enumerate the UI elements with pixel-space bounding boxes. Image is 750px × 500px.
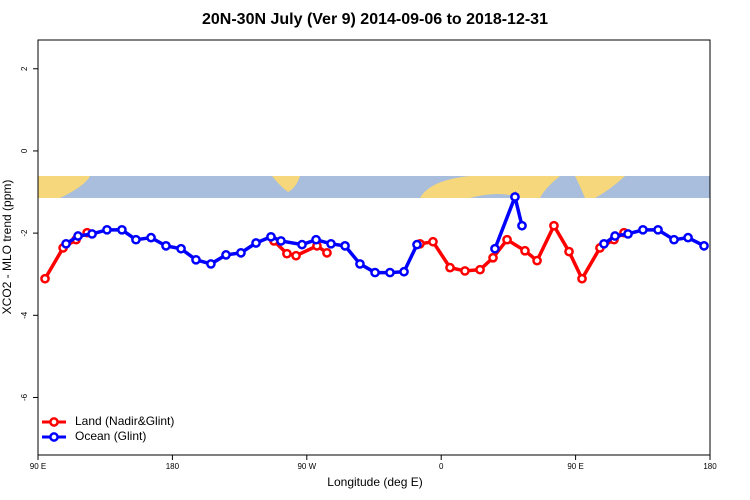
x-tick-label: 180 bbox=[166, 462, 180, 471]
point bbox=[117, 224, 127, 235]
point bbox=[445, 262, 455, 273]
point bbox=[73, 231, 83, 241]
point bbox=[370, 267, 380, 278]
point bbox=[355, 259, 365, 269]
point bbox=[475, 264, 485, 275]
series-line bbox=[43, 221, 625, 283]
point bbox=[266, 231, 276, 242]
point bbox=[412, 239, 422, 250]
point bbox=[282, 248, 292, 259]
x-axis-label: Longitude (deg E) bbox=[327, 475, 422, 489]
point bbox=[460, 266, 470, 276]
point bbox=[638, 224, 648, 235]
point bbox=[517, 220, 527, 231]
point bbox=[549, 220, 559, 231]
point bbox=[502, 234, 512, 245]
point bbox=[176, 243, 186, 254]
x-tick-label: 180 bbox=[703, 462, 717, 471]
point bbox=[428, 236, 438, 247]
point bbox=[276, 236, 286, 246]
x-tick-label: 90 W bbox=[297, 462, 316, 471]
point bbox=[564, 246, 574, 257]
point bbox=[311, 234, 321, 245]
series-line bbox=[65, 191, 705, 275]
point bbox=[326, 238, 336, 249]
point bbox=[61, 238, 71, 249]
y-tick-label: 2 bbox=[20, 66, 29, 71]
point bbox=[236, 247, 246, 258]
point bbox=[385, 267, 395, 278]
point bbox=[206, 259, 216, 269]
point bbox=[297, 239, 307, 250]
point bbox=[146, 232, 156, 243]
point bbox=[399, 266, 409, 277]
legend-marker bbox=[49, 417, 59, 427]
y-axis-label: XCO2 - MLO trend (ppm) bbox=[0, 180, 14, 315]
point bbox=[340, 241, 350, 251]
point bbox=[623, 229, 633, 239]
point bbox=[669, 234, 679, 245]
plot-frame bbox=[37, 39, 711, 456]
point bbox=[251, 238, 261, 248]
point bbox=[161, 241, 171, 251]
point bbox=[510, 192, 520, 202]
point bbox=[520, 245, 530, 256]
chart-title: 20N-30N July (Ver 9) 2014-09-06 to 2018-… bbox=[202, 11, 548, 28]
point bbox=[699, 241, 709, 251]
legend-marker bbox=[49, 432, 59, 442]
x-tick-label: 90 E bbox=[30, 462, 46, 471]
point bbox=[87, 229, 97, 239]
point bbox=[221, 250, 231, 260]
legend-label: Land (Nadir&Glint) bbox=[75, 414, 174, 428]
y-tick-label: 0 bbox=[20, 148, 29, 153]
y-tick-label: -4 bbox=[20, 311, 29, 319]
point bbox=[532, 255, 542, 266]
point bbox=[599, 238, 609, 249]
point bbox=[490, 243, 500, 254]
x-tick-label: 90 E bbox=[567, 462, 583, 471]
point bbox=[683, 232, 693, 243]
y-tick-label: -2 bbox=[20, 229, 29, 237]
point bbox=[131, 234, 141, 245]
point bbox=[653, 224, 663, 235]
point bbox=[40, 273, 50, 284]
point bbox=[102, 224, 112, 235]
x-tick-label: 0 bbox=[439, 462, 444, 471]
legend-label: Ocean (Glint) bbox=[75, 429, 146, 443]
point bbox=[610, 231, 620, 241]
y-tick-label: -6 bbox=[20, 393, 29, 401]
map-strip bbox=[38, 176, 710, 198]
point bbox=[191, 254, 201, 265]
point bbox=[322, 247, 332, 258]
point bbox=[488, 252, 498, 263]
point bbox=[577, 273, 587, 284]
point bbox=[291, 250, 301, 261]
